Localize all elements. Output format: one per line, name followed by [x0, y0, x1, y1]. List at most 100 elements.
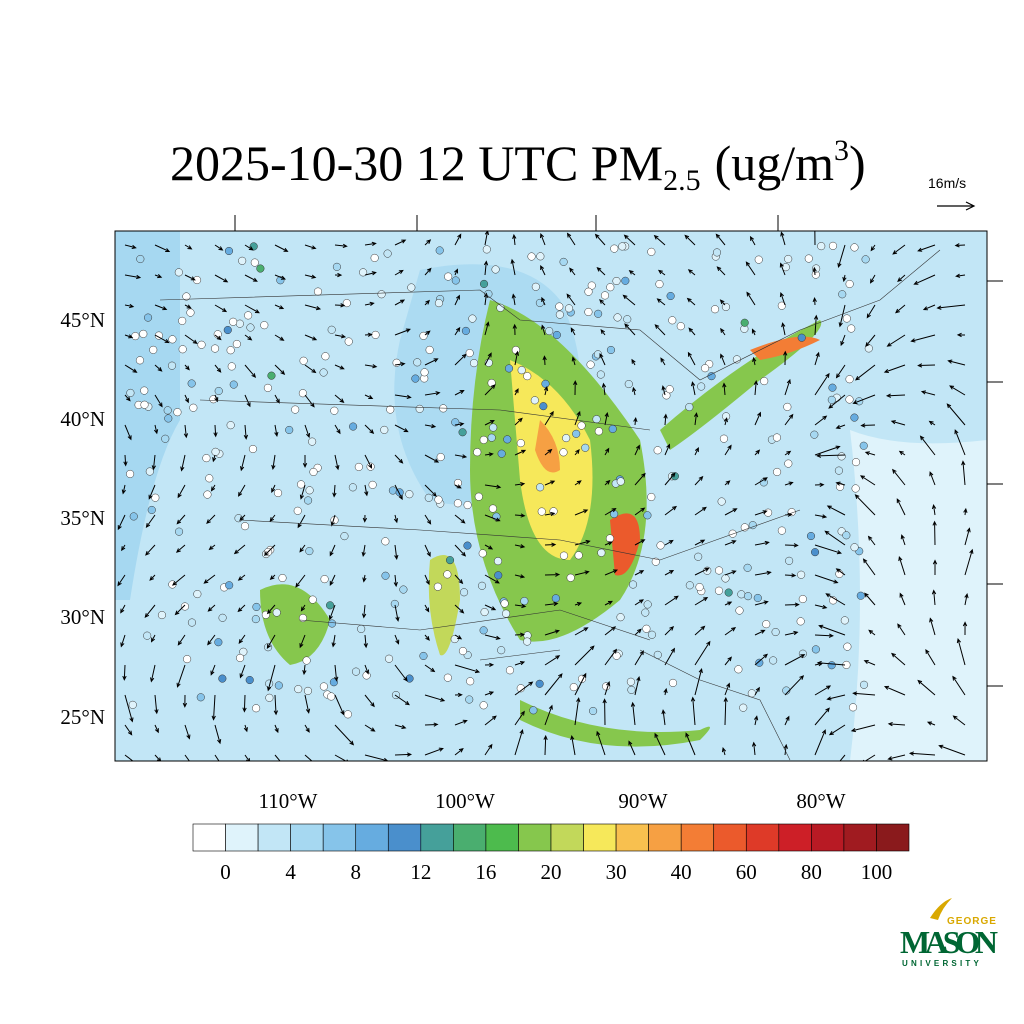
- wind-vector: [544, 704, 553, 726]
- station: [837, 452, 846, 461]
- station: [623, 315, 632, 324]
- wind-vector: [184, 304, 192, 309]
- wind-vector: [753, 380, 759, 396]
- wind-vector: [424, 424, 437, 429]
- colorbar-swatch: [420, 823, 454, 852]
- wind-vector: [599, 299, 606, 306]
- wind-vector: [596, 266, 606, 276]
- station: [487, 433, 496, 442]
- station: [332, 262, 341, 271]
- wind-vector: [724, 656, 732, 666]
- station: [536, 483, 545, 492]
- station: [606, 345, 615, 355]
- wind-vector: [566, 232, 576, 246]
- wind-vector: [865, 334, 876, 348]
- wind-vector: [394, 328, 411, 336]
- longitude-label: 80°W: [796, 789, 845, 813]
- wind-vector: [334, 454, 340, 471]
- wind-vector: [604, 569, 619, 576]
- wind-vector: [203, 574, 216, 584]
- wind-vectors: [117, 231, 974, 761]
- station: [744, 592, 753, 601]
- wind-vector: [895, 304, 906, 314]
- station: [126, 469, 135, 479]
- wind-vector: [120, 604, 126, 614]
- station: [425, 345, 434, 354]
- colorbar-label: 0: [220, 860, 231, 884]
- wind-vector: [722, 382, 727, 396]
- wind-vector: [364, 664, 370, 675]
- station: [183, 655, 192, 664]
- wind-vector: [860, 475, 876, 486]
- station: [419, 651, 428, 661]
- colorbar-label: 16: [475, 860, 496, 884]
- wind-vector: [274, 424, 279, 437]
- wind-vector: [154, 394, 163, 408]
- station: [523, 372, 532, 381]
- wind-vector: [664, 569, 675, 576]
- station: [643, 600, 652, 609]
- wind-vector: [394, 424, 409, 433]
- station: [520, 597, 529, 606]
- station: [178, 345, 187, 354]
- station: [308, 595, 317, 604]
- wind-vector: [919, 435, 936, 456]
- station: [710, 305, 720, 314]
- station: [458, 646, 467, 656]
- wind-vector: [208, 544, 216, 551]
- wind-vector: [424, 454, 440, 463]
- wind-vector: [266, 604, 276, 615]
- wind-vector: [274, 274, 286, 280]
- station: [685, 402, 694, 412]
- wind-vector: [622, 294, 636, 306]
- station: [627, 685, 636, 694]
- wind-vector: [207, 604, 216, 612]
- wind-vector: [362, 574, 367, 583]
- wind-vector: [604, 411, 609, 426]
- wind-vector: [864, 592, 876, 606]
- wind-vector: [364, 694, 375, 708]
- station: [845, 375, 854, 384]
- station: [666, 291, 675, 301]
- station: [293, 506, 302, 515]
- wind-vector: [154, 754, 162, 761]
- wind-vector: [724, 444, 732, 456]
- wind-vector: [784, 543, 799, 548]
- wind-vector: [604, 681, 611, 696]
- wind-vector: [394, 604, 400, 622]
- wind-vector: [694, 596, 709, 606]
- wind-vector: [956, 332, 966, 338]
- station: [390, 599, 399, 608]
- wind-vector: [304, 364, 317, 374]
- wind-vector: [754, 570, 772, 576]
- station: [721, 574, 730, 583]
- station: [641, 608, 650, 617]
- wind-vector: [754, 540, 770, 546]
- colorbar-label: 8: [350, 860, 361, 884]
- station: [392, 358, 401, 367]
- wind-vector: [963, 507, 968, 516]
- wind-vector: [842, 274, 847, 283]
- station: [589, 706, 598, 716]
- wind-vector: [214, 364, 222, 373]
- station: [505, 666, 515, 675]
- wind-vector: [150, 634, 156, 643]
- station: [328, 619, 337, 628]
- station: [773, 467, 782, 477]
- wind-vector: [690, 381, 696, 396]
- colorbar-swatch: [811, 823, 845, 852]
- station: [224, 246, 234, 256]
- wind-vector: [511, 293, 516, 306]
- wind-vector: [657, 269, 666, 276]
- station: [701, 364, 710, 373]
- colorbar-swatch: [550, 823, 584, 852]
- colorbar-swatch: [387, 823, 422, 852]
- wind-vector: [694, 625, 706, 636]
- latitude-label: 45°N: [60, 308, 105, 332]
- wind-vector: [334, 303, 346, 308]
- wind-vector: [632, 386, 637, 396]
- wind-vector: [212, 454, 217, 463]
- wind-vector: [393, 514, 399, 524]
- station: [527, 252, 536, 261]
- station: [299, 356, 308, 365]
